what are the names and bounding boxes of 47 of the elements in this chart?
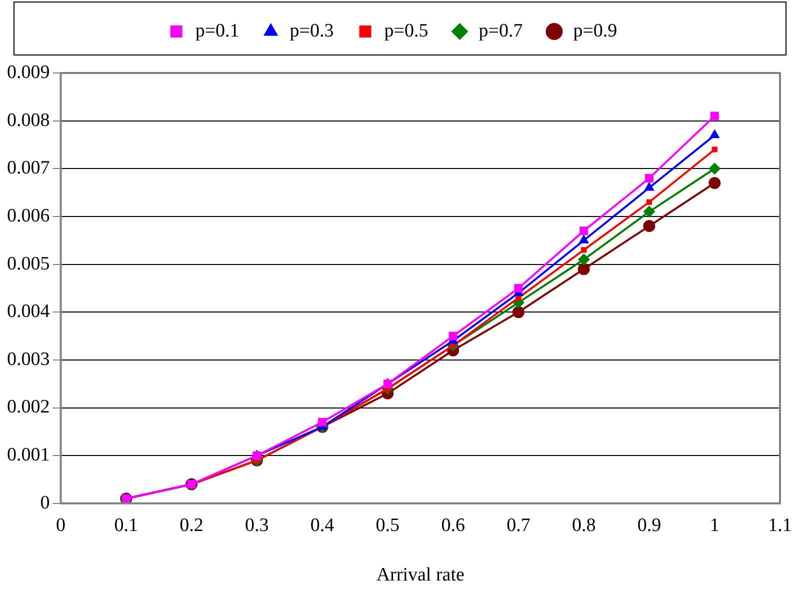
x-tick-label: 0.2 — [180, 514, 204, 536]
point — [643, 206, 656, 218]
legend-label: p=0.5 — [384, 20, 428, 42]
x-tick-label: 1.1 — [768, 514, 792, 536]
x-tick-label: 0.3 — [245, 514, 269, 536]
y-tick-label: 0.004 — [7, 301, 50, 322]
point — [708, 162, 721, 175]
point — [708, 176, 721, 189]
point — [646, 199, 652, 205]
point — [578, 263, 590, 276]
x-tick-label: 0.7 — [506, 514, 530, 536]
y-tick-label: 0.008 — [7, 110, 50, 131]
legend-label: p=0.3 — [290, 20, 334, 42]
y-tick-label: 0 — [40, 492, 50, 514]
x-tick-label: 1 — [710, 514, 720, 536]
y-tick-label: 0.003 — [7, 348, 50, 370]
point — [710, 112, 719, 120]
legend-label: p=0.1 — [195, 20, 240, 42]
x-tick-label: 0.1 — [114, 514, 138, 536]
x-tick-label: 0 — [56, 514, 66, 536]
point — [644, 182, 654, 191]
point — [643, 220, 656, 232]
x-tick-label: 0.4 — [310, 514, 335, 536]
point — [448, 332, 458, 340]
point — [578, 234, 590, 244]
x-tick-label: 0.6 — [441, 514, 465, 536]
x-tick-label: 0.9 — [637, 514, 662, 536]
y-tick-label: 0.001 — [7, 444, 50, 466]
y-tick-label: 0.005 — [7, 253, 50, 274]
point — [712, 146, 718, 152]
y-tick-label: 0.006 — [7, 205, 50, 226]
legend-label: p=0.9 — [573, 20, 618, 42]
legend-label: p=0.7 — [478, 20, 523, 42]
point — [514, 284, 523, 292]
point — [318, 418, 327, 426]
y-tick-label: 0.002 — [7, 396, 50, 418]
x-tick-label: 0.5 — [376, 514, 400, 536]
x-tick-label: 0.8 — [572, 514, 596, 536]
x-axis-title: Arrival rate — [376, 564, 464, 586]
point — [709, 129, 720, 138]
y-tick-label: 0.009 — [7, 62, 50, 83]
point — [581, 247, 587, 253]
y-tick-label: 0.007 — [7, 158, 50, 179]
point — [512, 306, 524, 318]
point — [580, 226, 588, 236]
point — [578, 254, 590, 266]
point — [644, 174, 654, 182]
